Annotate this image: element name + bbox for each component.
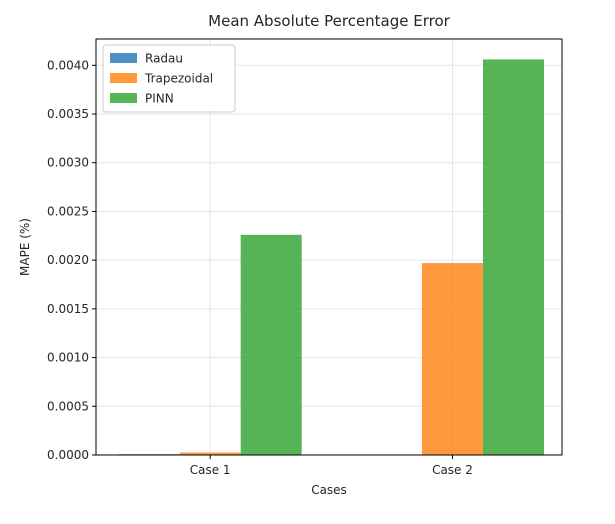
- y-tick-label: 0.0000: [47, 448, 89, 462]
- bars-layer: [118, 59, 544, 455]
- legend-swatch: [110, 53, 137, 63]
- grid-layer: [96, 39, 562, 456]
- legend-label: PINN: [145, 92, 174, 106]
- y-axis: 0.0000 0.0005 0.0010 0.0015 0.0020 0.0025 0.00…: [47, 58, 96, 462]
- legend-label: Trapezoidal: [144, 72, 213, 86]
- legend-swatch: [110, 73, 137, 83]
- y-tick-label: 0.0035: [47, 107, 89, 121]
- y-tick-label: 0.0020: [47, 253, 89, 267]
- legend: Radau Trapezoidal PINN: [102, 44, 236, 113]
- y-tick-label: 0.0015: [47, 302, 89, 316]
- y-tick-label: 0.0025: [47, 204, 89, 218]
- bar-trapezoidal-case-1: [179, 452, 241, 455]
- x-tick-label: Case 1: [190, 463, 231, 477]
- bar-pinn-case-1: [240, 234, 302, 455]
- y-tick-label: 0.0040: [47, 58, 89, 72]
- plot-area-frame: [95, 38, 563, 456]
- x-tick-label: Case 2: [432, 463, 473, 477]
- y-tick-label: 0.0005: [47, 399, 89, 413]
- chart-title: Mean Absolute Percentage Error: [208, 12, 451, 30]
- bar-trapezoidal-case-2: [421, 263, 483, 455]
- legend-label: Radau: [145, 52, 183, 66]
- x-axis: Case 1 Case 2: [190, 455, 473, 477]
- x-axis-title: Cases: [311, 483, 347, 497]
- y-tick-label: 0.0030: [47, 156, 89, 170]
- y-tick-label: 0.0010: [47, 351, 89, 365]
- legend-swatch: [110, 93, 137, 103]
- y-axis-title: MAPE (%): [18, 218, 32, 276]
- bar-pinn-case-2: [482, 59, 544, 455]
